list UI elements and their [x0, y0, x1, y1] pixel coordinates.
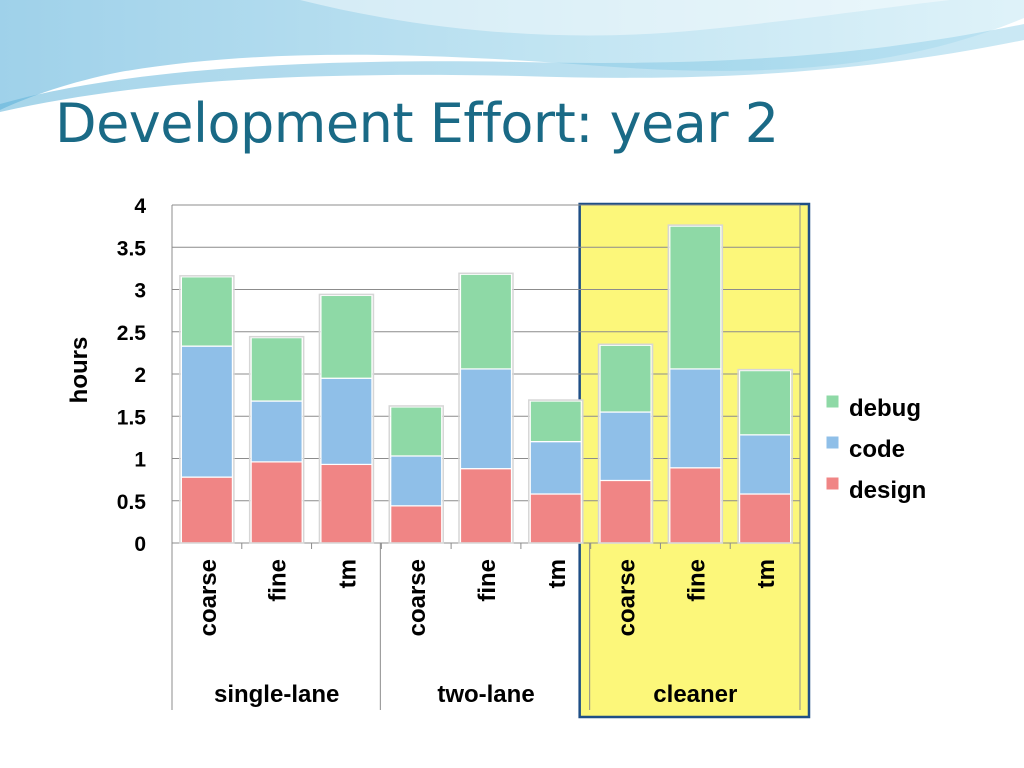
bar-segment-debug	[320, 294, 373, 379]
y-tick-label: 2	[134, 364, 146, 387]
bar-outline	[248, 335, 305, 544]
bar-segment-design	[250, 461, 303, 544]
bar-segment-code	[529, 441, 582, 495]
x-category-label: fine	[265, 559, 292, 602]
bar-segment-code	[739, 434, 792, 495]
legend: debug code design	[825, 394, 926, 504]
y-tick-label: 1	[134, 449, 146, 472]
axis-labels: 0 0.5 1 1.5 2 2.5 3 3.5 4 coarse fine tm coarse fine t…	[117, 195, 780, 708]
x-group-label: single-lane	[214, 681, 339, 708]
legend-label-debug: debug	[849, 395, 921, 422]
y-tick-label: 1.5	[117, 406, 147, 429]
bar-segment-debug	[599, 344, 652, 413]
x-category-label: coarse	[404, 559, 431, 636]
x-category-label: coarse	[614, 559, 641, 636]
bar-segment-debug	[739, 370, 792, 436]
header-wave-decoration	[0, 0, 1024, 112]
axes	[171, 205, 801, 710]
y-tick-label: 0.5	[117, 491, 147, 514]
bar-segment-debug	[529, 400, 582, 443]
bar-segment-design	[459, 468, 513, 544]
bar-segment-design	[320, 463, 373, 544]
y-tick-label: 2.5	[117, 322, 147, 345]
bar-segment-debug	[250, 337, 303, 402]
bar-segment-code	[459, 368, 513, 470]
bar-segment-code	[320, 377, 373, 466]
bar-segment-debug	[180, 276, 233, 347]
legend-swatch-code	[825, 435, 840, 450]
bar-outline	[528, 399, 584, 544]
bar-segment-code	[669, 368, 722, 469]
bar-segment-design	[599, 479, 652, 544]
x-category-label: fine	[683, 559, 710, 602]
x-category-label: tm	[544, 559, 571, 588]
bar-outline	[388, 405, 444, 544]
bar-outline	[458, 272, 514, 544]
legend-swatch-debug	[825, 394, 840, 409]
bar-outline	[667, 224, 724, 544]
y-tick-label: 4	[134, 195, 146, 218]
bar-segment-design	[180, 476, 233, 544]
bar-segment-code	[180, 345, 233, 478]
bar-segment-code	[390, 455, 443, 507]
bar-segment-design	[529, 493, 582, 544]
bar-segment-design	[390, 505, 443, 544]
y-tick-label: 3.5	[117, 237, 147, 260]
bar-outline	[597, 343, 654, 544]
x-group-label: cleaner	[653, 681, 737, 708]
bar-segment-design	[669, 467, 722, 544]
x-category-label: coarse	[195, 559, 222, 636]
y-tick-label: 3	[134, 280, 146, 303]
bar-segment-code	[250, 400, 303, 463]
bar-segment-debug	[390, 406, 443, 457]
y-axis-label: hours	[66, 337, 93, 404]
bar-outline	[318, 293, 375, 544]
bar-layer	[179, 224, 793, 544]
bar-segment-code	[599, 411, 652, 482]
bar-segment-design	[739, 493, 792, 544]
legend-label-design: design	[849, 477, 926, 504]
bar-segment-debug	[669, 225, 722, 370]
bar-segment-debug	[459, 273, 513, 370]
x-category-label: tm	[753, 559, 780, 588]
x-category-label: tm	[334, 559, 361, 588]
legend-label-code: code	[849, 436, 905, 463]
x-group-label: two-lane	[437, 681, 534, 708]
y-tick-label: 0	[134, 533, 146, 556]
bar-outline	[737, 368, 793, 544]
slide-title: Development Effort: year 2	[55, 92, 779, 155]
bar-outline	[179, 275, 235, 544]
legend-swatch-design	[825, 476, 840, 491]
x-category-label: fine	[474, 559, 501, 602]
